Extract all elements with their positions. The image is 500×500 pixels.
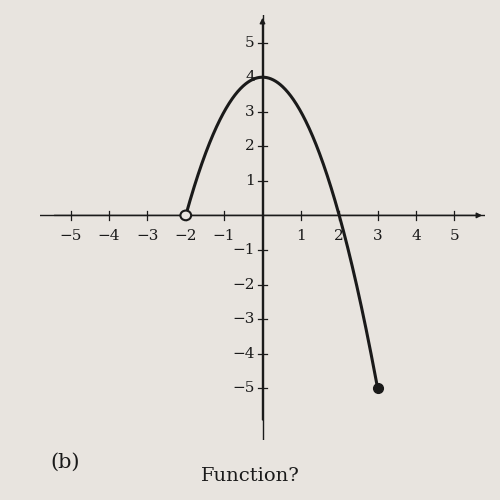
Text: 5: 5 bbox=[450, 228, 459, 242]
Text: −3: −3 bbox=[136, 228, 158, 242]
Text: −1: −1 bbox=[232, 243, 255, 257]
Text: 4: 4 bbox=[245, 70, 255, 84]
Text: 4: 4 bbox=[411, 228, 421, 242]
Text: −5: −5 bbox=[60, 228, 82, 242]
Text: −5: −5 bbox=[232, 381, 255, 395]
Text: Function?: Function? bbox=[200, 467, 300, 485]
Text: 1: 1 bbox=[245, 174, 255, 188]
Text: 1: 1 bbox=[296, 228, 306, 242]
Text: −2: −2 bbox=[232, 278, 255, 291]
Text: 3: 3 bbox=[373, 228, 382, 242]
Text: −4: −4 bbox=[98, 228, 120, 242]
Text: −4: −4 bbox=[232, 346, 255, 360]
Text: 2: 2 bbox=[245, 140, 255, 153]
Text: −2: −2 bbox=[174, 228, 197, 242]
Text: 2: 2 bbox=[334, 228, 344, 242]
Text: 5: 5 bbox=[245, 36, 255, 50]
Text: −3: −3 bbox=[232, 312, 255, 326]
Circle shape bbox=[180, 210, 191, 220]
Text: (b): (b) bbox=[50, 453, 80, 472]
Text: 3: 3 bbox=[245, 104, 255, 118]
Text: −1: −1 bbox=[213, 228, 236, 242]
